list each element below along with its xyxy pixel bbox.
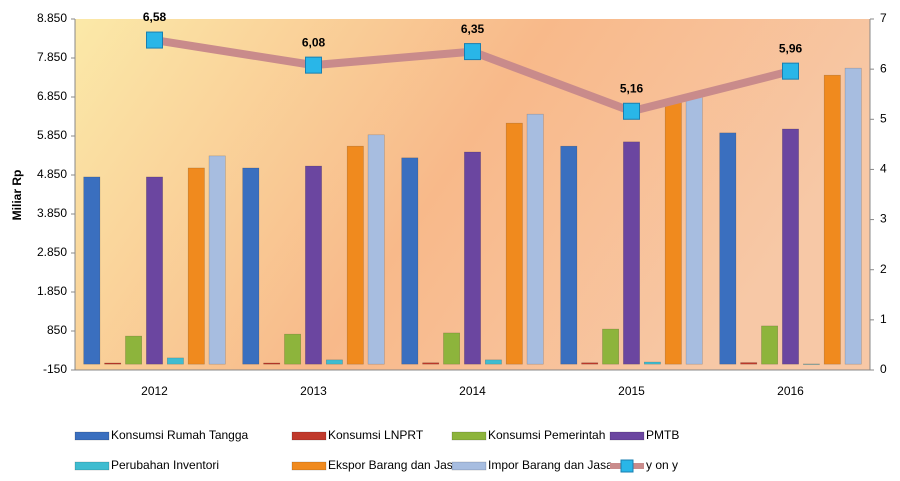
y-tick-label: 8.850 <box>37 11 67 25</box>
x-tick-label: 2016 <box>777 384 804 398</box>
y2-tick-label: 4 <box>880 162 887 176</box>
y-tick-label: 850 <box>47 323 67 337</box>
x-tick-label: 2014 <box>459 384 486 398</box>
bar <box>187 167 205 365</box>
legend-label: Konsumsi Pemerintah <box>488 428 605 442</box>
line-marker <box>305 56 322 74</box>
bar <box>83 176 101 365</box>
line-marker <box>464 43 481 61</box>
bar <box>208 155 226 365</box>
legend-swatch <box>74 431 110 441</box>
bar <box>484 359 502 365</box>
y-tick-label: 3.850 <box>37 206 67 220</box>
bar <box>823 74 841 365</box>
bar <box>367 134 385 365</box>
bar <box>581 362 599 365</box>
legend-swatch <box>451 461 487 471</box>
y2-tick-label: 7 <box>880 11 887 25</box>
y2-tick-label: 1 <box>880 312 887 326</box>
legend-label: Konsumsi Rumah Tangga <box>111 428 249 442</box>
bar <box>263 362 281 365</box>
bar <box>104 362 122 365</box>
y2-tick-label: 5 <box>880 111 887 125</box>
legend-label: Perubahan Inventori <box>111 458 219 472</box>
bar <box>526 113 544 365</box>
bar <box>685 94 703 365</box>
bar <box>761 325 779 365</box>
legend-swatch <box>620 459 634 473</box>
bar <box>602 328 620 365</box>
y2-tick-label: 3 <box>880 212 887 226</box>
bar <box>802 363 820 365</box>
data-label: 5,96 <box>779 41 803 55</box>
legend-swatch <box>74 461 110 471</box>
legend-swatch <box>609 431 645 441</box>
legend-swatch <box>291 431 327 441</box>
legend-swatch <box>451 431 487 441</box>
y2-tick-label: 0 <box>880 362 887 376</box>
legend-label: PMTB <box>646 428 679 442</box>
y-tick-label: 4.850 <box>37 167 67 181</box>
x-tick-label: 2012 <box>141 384 168 398</box>
x-tick-label: 2013 <box>300 384 327 398</box>
line-marker <box>146 31 163 49</box>
y2-tick-label: 6 <box>880 61 887 75</box>
line-marker <box>623 102 640 120</box>
y-tick-label: -150 <box>43 362 67 376</box>
legend-label: y on y <box>646 458 678 472</box>
bar <box>623 141 640 365</box>
line-marker <box>782 62 799 80</box>
bar <box>284 333 302 365</box>
data-label: 6,08 <box>302 35 326 49</box>
bar <box>325 359 343 365</box>
y-tick-label: 5.850 <box>37 128 67 142</box>
legend-label: Impor Barang dan Jasa <box>488 458 613 472</box>
y-tick-label: 7.850 <box>37 50 67 64</box>
bar <box>242 167 260 365</box>
bar <box>146 176 163 365</box>
legend-label: Ekspor Barang dan Jasa <box>328 458 460 472</box>
bar <box>719 132 737 365</box>
x-tick-label: 2015 <box>618 384 645 398</box>
bar <box>422 362 440 365</box>
bar <box>166 357 184 365</box>
legend-label: Konsumsi LNPRT <box>328 428 424 442</box>
y-tick-label: 6.850 <box>37 89 67 103</box>
bar <box>505 122 523 365</box>
bar <box>664 101 682 365</box>
bar <box>560 145 578 365</box>
data-label: 5,16 <box>620 81 644 95</box>
bar <box>782 128 799 365</box>
bar <box>464 151 481 365</box>
bar <box>740 362 758 365</box>
bar <box>401 157 419 365</box>
bar <box>125 335 143 365</box>
bar <box>643 361 661 365</box>
data-label: 6,58 <box>143 10 167 24</box>
bar <box>346 145 364 365</box>
data-label: 6,35 <box>461 22 485 36</box>
y2-tick-label: 2 <box>880 262 887 276</box>
bar <box>305 165 322 365</box>
y-axis-title: Miliar Rp <box>10 170 24 221</box>
legend-swatch <box>291 461 327 471</box>
bar <box>844 67 862 365</box>
bar <box>443 332 461 365</box>
y-tick-label: 2.850 <box>37 245 67 259</box>
y-tick-label: 1.850 <box>37 284 67 298</box>
